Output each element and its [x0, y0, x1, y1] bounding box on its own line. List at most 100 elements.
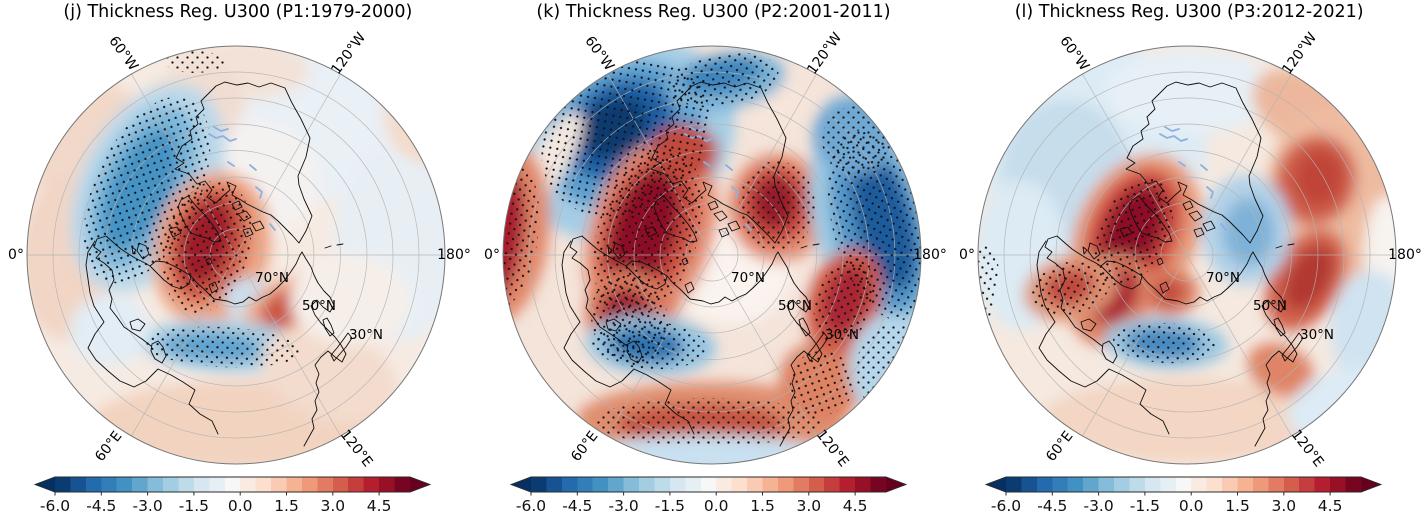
colorbar-segment	[394, 476, 411, 492]
colorbar-segment	[1114, 476, 1131, 492]
colorbar-segment	[1268, 476, 1285, 492]
colorbar-segment	[1237, 476, 1254, 492]
colorbar-segment	[592, 476, 609, 492]
lon-label-120e: 120°E	[812, 427, 851, 470]
colorbar-segment	[363, 476, 380, 492]
colorbar-segment	[607, 476, 624, 492]
colorbar-tick-label: 4.5	[367, 497, 392, 515]
colorbar-segment	[1176, 476, 1192, 492]
anomaly-blob	[1284, 246, 1334, 310]
colorbar-segment	[1021, 476, 1038, 492]
colorbar-segment	[317, 476, 334, 492]
map-boundary	[977, 45, 1397, 465]
stipple-region	[821, 106, 890, 175]
stipple-region	[738, 161, 815, 252]
colorbar-segment	[654, 476, 670, 492]
lon-label-120w: 120°W	[804, 30, 845, 78]
stippling	[502, 52, 921, 446]
colorbar-tick-label: -4.5	[562, 497, 592, 515]
map-boundary	[26, 45, 446, 465]
colorbar-segment	[1299, 476, 1316, 492]
colorbar-segment	[132, 476, 148, 492]
colorbar-tick-label: -4.5	[1038, 497, 1068, 515]
lat-label-70n: 70°N	[731, 270, 765, 286]
lat-label-50n: 50°N	[778, 298, 812, 314]
anomaly-blob	[1153, 278, 1186, 305]
lon-label-0deg: 0°	[8, 247, 24, 263]
colorbar-segment	[209, 476, 226, 492]
colorbar-segment	[715, 476, 732, 492]
colorbar-tick-label: 1.5	[1226, 497, 1251, 515]
colorbar-segment	[854, 476, 871, 492]
lon-label-0deg: 0°	[484, 247, 500, 263]
stipple-region	[669, 52, 778, 108]
colorbar-segment	[1206, 476, 1223, 492]
colorbar-segment	[1068, 476, 1084, 492]
lon-label-180deg: 180°	[1388, 247, 1422, 263]
colorbar-segment	[1315, 476, 1331, 492]
stippling	[978, 177, 1218, 364]
lon-label-60w: 60°W	[581, 33, 617, 74]
colorbar-tick-label: -1.5	[179, 497, 209, 515]
colorbar-segment	[101, 476, 118, 492]
colorbar-segment	[808, 476, 825, 492]
anomaly-blob	[1223, 198, 1276, 266]
colorbar-tick-label: 4.5	[1318, 497, 1343, 515]
colorbar-segment	[777, 476, 794, 492]
lat-label-30n: 30°N	[1300, 327, 1334, 343]
colorbar-segment	[1330, 476, 1347, 492]
lon-label-60e: 60°E	[92, 428, 125, 464]
polar-map-j: 0° 180° 60°W 120°W 60°E 120°E 70°N 50°N 30°N -6.0…	[8, 30, 471, 515]
lon-label-60e: 60°E	[1044, 428, 1077, 464]
colorbar-over-arrow	[885, 476, 906, 492]
colorbar-tick-label: -3.0	[608, 497, 638, 515]
colorbar-under-arrow	[34, 476, 55, 492]
stipple-region	[164, 51, 225, 74]
lon-label-120e: 120°E	[1288, 427, 1327, 470]
colorbar-tick-label: -1.5	[1130, 497, 1160, 515]
colorbar-tick-label: -6.0	[40, 497, 70, 515]
stipple-region	[1032, 260, 1111, 316]
colorbar-tick-label: -6.0	[991, 497, 1021, 515]
colorbar-segment	[332, 476, 349, 492]
colorbar-tick-label: 3.0	[796, 497, 821, 515]
polar-map-l: 0° 180° 60°W 120°W 60°E 120°E 70°N 50°N 30°N -6.0…	[959, 30, 1422, 515]
colorbar-segment	[147, 476, 164, 492]
stipple-region	[1113, 322, 1218, 364]
panel-title-j: (j) Thickness Reg. U300 (P1:1979-2000)	[63, 2, 413, 22]
lat-label-70n: 70°N	[255, 270, 289, 286]
colorbar-segment	[1160, 476, 1177, 492]
colorbar-segment	[163, 476, 179, 492]
colorbar-j: -6.0 -4.5 -3.0 -1.5 0.0 1.5 3.0 4.5	[33, 476, 432, 515]
anomaly-blob	[575, 434, 836, 464]
anomaly-blob	[1295, 150, 1344, 206]
stipple-region	[855, 323, 921, 416]
colorbar-segment	[1037, 476, 1054, 492]
colorbar-over-arrow	[409, 476, 430, 492]
colorbar-segment	[685, 476, 701, 492]
meridian-line	[1187, 254, 1293, 437]
colorbar-segment	[793, 476, 809, 492]
colorbar-segment	[1083, 476, 1100, 492]
lon-label-180deg: 180°	[913, 247, 947, 263]
colorbar-segment	[731, 476, 748, 492]
stipple-region	[592, 397, 823, 446]
map-boundary	[502, 45, 922, 465]
colorbar-tick-label: 0.0	[704, 497, 729, 515]
colorbar-segment	[178, 476, 195, 492]
colorbar-tick-label: 1.5	[750, 497, 775, 515]
anomaly-blob	[1106, 50, 1277, 135]
colorbar-tick-label: 3.0	[320, 497, 345, 515]
colorbar-tick-label: 0.0	[228, 497, 253, 515]
stipple-region	[1094, 177, 1174, 287]
colorbar-tick-label: -1.5	[654, 497, 684, 515]
lon-label-180deg: 180°	[437, 247, 471, 263]
map-panel-j: (j) Thickness Reg. U300 (P1:1979-2000) 0°…	[0, 0, 476, 522]
colorbar-segment	[193, 476, 210, 492]
colorbar-under-arrow	[986, 476, 1007, 492]
colorbar-segment	[255, 476, 272, 492]
colorbar-segment	[576, 476, 593, 492]
lat-label-50n: 50°N	[1253, 298, 1287, 314]
stipple-region	[162, 180, 252, 314]
